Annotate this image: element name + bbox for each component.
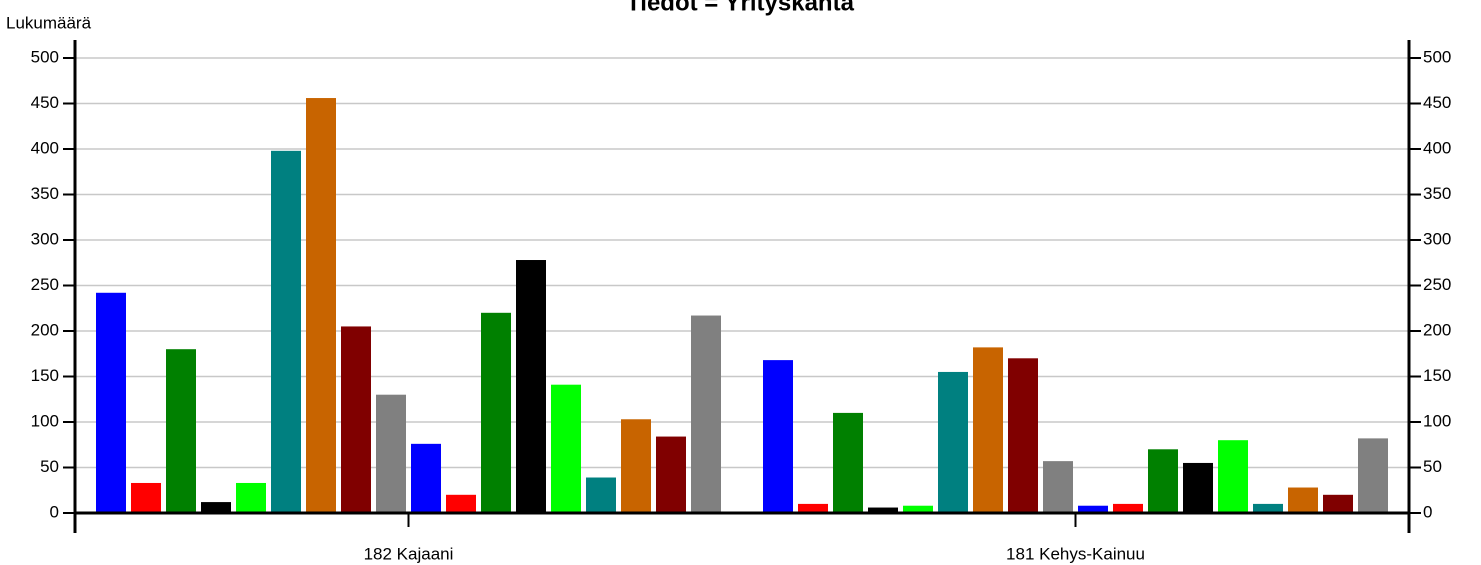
bar xyxy=(938,371,968,513)
bar xyxy=(551,384,581,513)
bar xyxy=(691,315,721,513)
bar xyxy=(236,482,266,513)
bar xyxy=(1288,487,1318,513)
bar xyxy=(868,507,898,513)
y-tick-label: 450 xyxy=(31,93,59,112)
bar xyxy=(166,349,196,513)
y2-tick-label: 200 xyxy=(1423,320,1451,339)
bar xyxy=(1253,503,1283,513)
bar xyxy=(656,436,686,513)
y-tick-label: 400 xyxy=(31,138,59,157)
bar xyxy=(1218,440,1248,513)
y-tick-label: 200 xyxy=(31,320,59,339)
y-tick-label: 250 xyxy=(31,275,59,294)
bar xyxy=(271,150,301,513)
y2-tick-label: 450 xyxy=(1423,93,1451,112)
bar xyxy=(1323,494,1353,513)
y-tick-label: 0 xyxy=(50,502,59,521)
bar xyxy=(586,477,616,513)
y2-tick-label: 100 xyxy=(1423,411,1451,430)
y-tick-label: 300 xyxy=(31,229,59,248)
bar xyxy=(973,347,1003,513)
bar xyxy=(763,360,793,513)
bar xyxy=(341,326,371,513)
bar xyxy=(201,502,231,513)
bar xyxy=(903,505,933,513)
y-tick-label: 150 xyxy=(31,366,59,385)
y2-tick-label: 0 xyxy=(1423,502,1432,521)
bar xyxy=(1008,358,1038,513)
bar xyxy=(833,412,863,513)
bar xyxy=(376,394,406,513)
y-axis-label: Lukumäärä xyxy=(6,13,92,32)
bar xyxy=(1148,449,1178,513)
x-tick-label: 181 Kehys-Kainuu xyxy=(1006,544,1145,563)
bar xyxy=(96,292,126,513)
bar xyxy=(798,503,828,513)
bar xyxy=(411,443,441,513)
y-tick-label: 350 xyxy=(31,184,59,203)
bar xyxy=(1113,503,1143,513)
y-tick-label: 500 xyxy=(31,47,59,66)
y2-tick-label: 50 xyxy=(1423,457,1442,476)
bar xyxy=(1358,438,1388,513)
y-tick-label: 50 xyxy=(40,457,59,476)
y-tick-label: 100 xyxy=(31,411,59,430)
bar xyxy=(1078,505,1108,513)
y2-tick-label: 150 xyxy=(1423,366,1451,385)
y2-tick-label: 300 xyxy=(1423,229,1451,248)
bar xyxy=(446,494,476,513)
bar xyxy=(621,419,651,513)
x-tick-label: 182 Kajaani xyxy=(364,544,454,563)
y2-tick-label: 250 xyxy=(1423,275,1451,294)
bar xyxy=(516,260,546,513)
chart-title: Tiedot = Yrityskanta xyxy=(626,0,855,16)
y2-tick-label: 400 xyxy=(1423,138,1451,157)
y2-tick-label: 350 xyxy=(1423,184,1451,203)
y2-tick-label: 500 xyxy=(1423,47,1451,66)
bar xyxy=(131,482,161,513)
bar xyxy=(481,312,511,513)
bar xyxy=(1043,461,1073,513)
bar xyxy=(1183,462,1213,513)
bar xyxy=(306,98,336,513)
